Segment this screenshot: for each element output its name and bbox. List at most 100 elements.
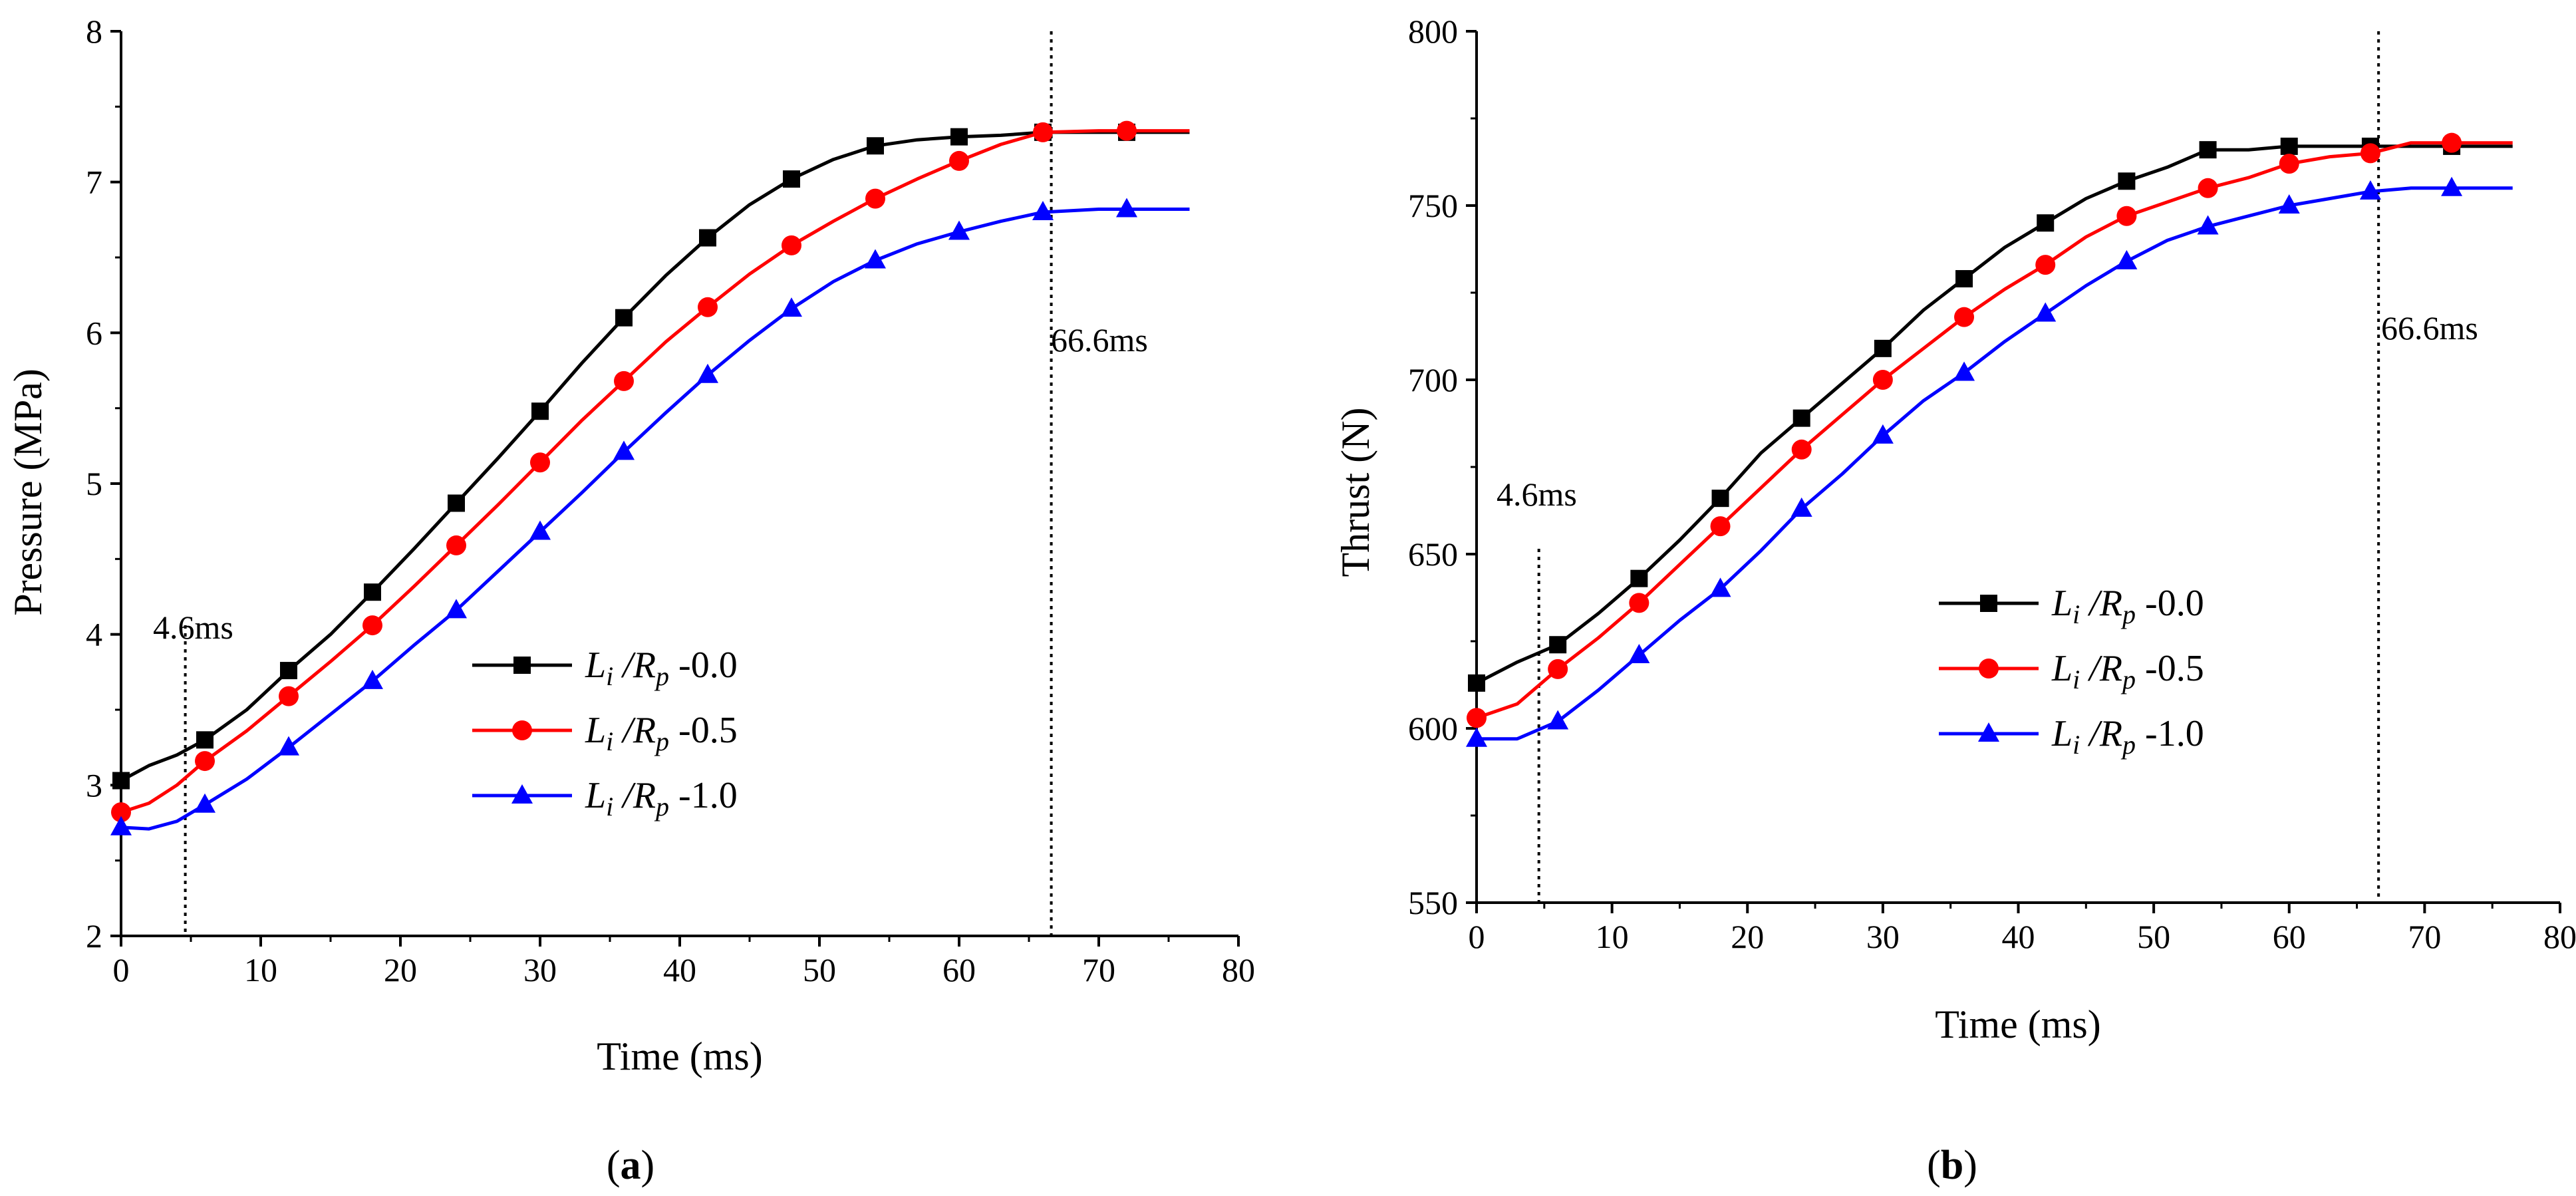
pressure-x-tick-label: 50 — [803, 951, 836, 988]
thrust-series-marker-2 — [1872, 424, 1894, 444]
pressure-series-marker-2 — [278, 736, 299, 756]
pressure-x-tick-label: 40 — [663, 951, 696, 988]
thrust-y-tick-label: 550 — [1408, 884, 1458, 921]
thrust-series-marker-0 — [1468, 674, 1485, 692]
thrust-annotation-label-end: 66.6ms — [2381, 309, 2478, 347]
pressure-y-tick-label: 5 — [86, 465, 102, 502]
thrust-series-marker-2 — [2441, 176, 2463, 196]
pressure-y-tick-label: 3 — [86, 766, 102, 804]
thrust-series-marker-0 — [1955, 270, 1973, 288]
pressure-y-tick-label: 6 — [86, 314, 102, 351]
pressure-series-marker-1 — [782, 235, 801, 255]
pressure-series-marker-0 — [950, 128, 968, 146]
thrust-series-marker-1 — [2360, 143, 2380, 164]
pressure-series-marker-1 — [362, 615, 382, 636]
pressure-x-tick-label: 10 — [244, 951, 277, 988]
pressure-legend-swatch-marker-1 — [512, 720, 532, 740]
pressure-series-marker-0 — [112, 772, 130, 790]
thrust-series-marker-0 — [1630, 569, 1648, 587]
pressure-series-marker-2 — [1032, 201, 1054, 220]
pressure-series-marker-0 — [448, 494, 465, 512]
thrust-series-line-1 — [1476, 141, 2513, 720]
thrust-legend-label-0: Li /Rp -0.0 — [2051, 583, 2204, 629]
pressure-series-marker-2 — [865, 249, 886, 269]
thrust-series-marker-2 — [1790, 497, 1812, 517]
thrust-x-axis-title: Time (ms) — [1935, 1002, 2101, 1046]
thrust-series-marker-0 — [2037, 214, 2055, 232]
thrust-series-marker-2 — [2035, 302, 2057, 322]
thrust-series-marker-1 — [2116, 206, 2137, 226]
thrust-series-marker-1 — [1467, 708, 1487, 728]
thrust-x-tick-label: 70 — [2408, 918, 2441, 955]
pressure-series-marker-2 — [362, 669, 383, 689]
pressure-series-marker-2 — [1116, 198, 1137, 218]
pressure-annotation-label-start: 4.6ms — [153, 609, 233, 646]
pressure-x-tick-label: 60 — [942, 951, 976, 988]
thrust-legend-label-2: Li /Rp -1.0 — [2051, 713, 2204, 760]
thrust-y-tick-label: 700 — [1408, 361, 1458, 398]
pressure-series-marker-2 — [948, 220, 970, 240]
pressure-series-marker-1 — [1033, 122, 1053, 142]
thrust-y-tick-label: 750 — [1408, 187, 1458, 224]
pressure-legend-label-2: Li /Rp -1.0 — [585, 775, 738, 822]
pressure-x-tick-label: 30 — [523, 951, 557, 988]
pressure-series-marker-2 — [781, 297, 802, 317]
pressure-series-marker-1 — [1117, 120, 1137, 141]
thrust-series-marker-1 — [1872, 370, 1893, 390]
thrust-series-marker-2 — [1953, 361, 1975, 381]
pressure-series-marker-0 — [280, 662, 297, 680]
pressure-x-axis-title: Time (ms) — [597, 1034, 763, 1078]
thrust-series-marker-1 — [1548, 659, 1568, 679]
thrust-series-marker-0 — [2118, 172, 2136, 190]
pressure-series-marker-1 — [195, 751, 215, 772]
thrust-series-marker-1 — [1791, 439, 1812, 460]
thrust-legend-label-1: Li /Rp -0.5 — [2051, 648, 2204, 694]
pressure-series-marker-1 — [614, 371, 634, 391]
thrust-series-marker-2 — [2116, 249, 2138, 269]
thrust-series-marker-1 — [2198, 178, 2218, 198]
thrust-series-marker-1 — [1629, 593, 1649, 613]
pressure-series-marker-0 — [699, 229, 716, 247]
pressure-series-marker-1 — [279, 686, 299, 706]
thrust-series-marker-2 — [2197, 215, 2219, 235]
thrust-x-tick-label: 40 — [2002, 918, 2035, 955]
pressure-x-tick-label: 20 — [384, 951, 417, 988]
pressure-legend-label-0: Li /Rp -0.0 — [585, 645, 738, 691]
pressure-series-marker-2 — [110, 816, 132, 835]
pressure-y-tick-label: 8 — [86, 13, 102, 50]
thrust-series-marker-1 — [2279, 154, 2299, 174]
thrust-series-marker-2 — [1709, 577, 1731, 597]
thrust-x-tick-label: 10 — [1596, 918, 1629, 955]
thrust-legend-swatch-marker-1 — [1979, 659, 1999, 678]
thrust-series-marker-0 — [1549, 636, 1567, 654]
pressure-series-marker-2 — [613, 440, 635, 460]
pressure-series-marker-0 — [196, 731, 214, 749]
pressure-series-marker-1 — [111, 802, 131, 823]
pressure-series-marker-1 — [865, 188, 885, 209]
thrust-x-tick-label: 20 — [1731, 918, 1764, 955]
thrust-series-marker-2 — [1466, 727, 1487, 747]
thrust-series-marker-1 — [2442, 132, 2462, 153]
thrust-series-marker-0 — [1792, 409, 1810, 427]
pressure-series-marker-0 — [364, 583, 381, 601]
pressure-y-tick-label: 7 — [86, 164, 102, 201]
pressure-legend-swatch-marker-2 — [511, 784, 533, 804]
pressure-legend-label-1: Li /Rp -0.5 — [585, 710, 738, 756]
pressure-y-tick-label: 4 — [86, 616, 102, 653]
thrust-series-marker-1 — [2035, 255, 2056, 275]
thrust-series-marker-2 — [2359, 180, 2381, 200]
thrust-legend-swatch-marker-2 — [1978, 722, 1999, 742]
panel-label-b: (b) — [1927, 1143, 1977, 1188]
thrust-x-tick-label: 60 — [2273, 918, 2306, 955]
thrust-y-axis-title: Thrust (N) — [1334, 408, 1377, 577]
thrust-chart-panel: Thrust (N) Time (ms) (b) 0 10 20 30 40 50 60 70… — [1334, 13, 2576, 1188]
thrust-y-tick-label: 650 — [1408, 535, 1458, 573]
pressure-series-marker-0 — [615, 309, 633, 327]
pressure-series-marker-1 — [530, 452, 550, 473]
thrust-series-marker-0 — [1711, 490, 1729, 508]
panel-label-a: (a) — [607, 1143, 654, 1188]
thrust-series-marker-1 — [1710, 516, 1731, 537]
pressure-y-tick-label: 2 — [86, 917, 102, 955]
pressure-annotation-label-end: 66.6ms — [1051, 321, 1148, 359]
thrust-y-tick-label: 800 — [1408, 13, 1458, 50]
